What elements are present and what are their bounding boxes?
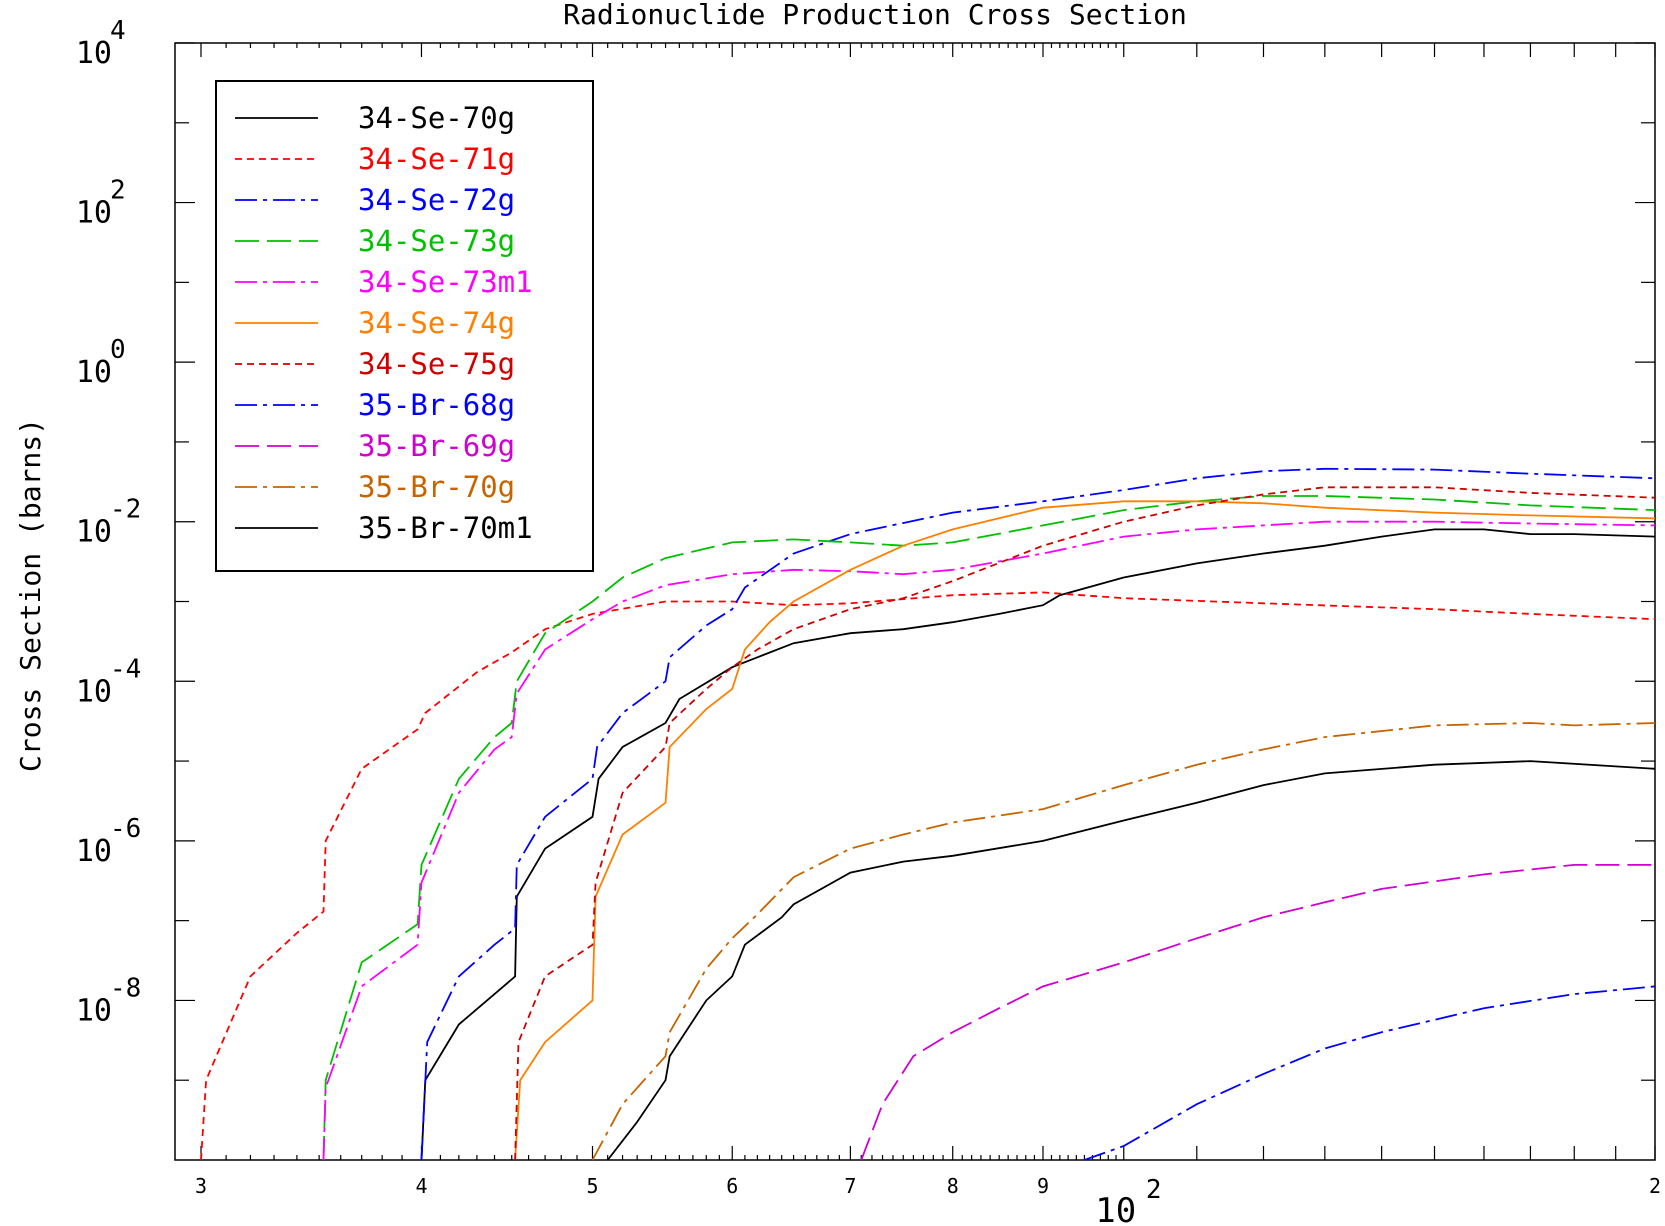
y-axis-label: Cross Section (barns): [14, 418, 47, 772]
legend-label: 34-Se-72g: [358, 183, 515, 217]
y-tick-label-exp: 0: [110, 335, 126, 365]
x-decade-label-exp: 2: [1146, 1175, 1162, 1205]
x-tick-label: 3: [195, 1174, 207, 1198]
x-decade-label-base: 10: [1095, 1191, 1136, 1226]
legend-label: 34-Se-70g: [358, 101, 515, 135]
legend-label: 35-Br-70g: [358, 470, 515, 504]
legend-label: 34-Se-73g: [358, 224, 515, 258]
y-tick-label-base: 10: [76, 834, 112, 869]
x-tick-label: 5: [586, 1174, 598, 1198]
x-tick-label: 7: [844, 1174, 856, 1198]
x-tick-label: 9: [1037, 1174, 1049, 1198]
x-ticks: [200, 43, 1656, 1160]
chart-title: Radionuclide Production Cross Section: [563, 0, 1187, 31]
series-line: [322, 495, 1656, 1161]
series-line: [606, 760, 1656, 1161]
series-line: [514, 500, 1656, 1161]
series-line: [1084, 985, 1656, 1161]
y-tick-label-exp: -8: [110, 973, 141, 1003]
x-tick-label: 2: [1649, 1174, 1661, 1198]
y-tick-label-base: 10: [76, 993, 112, 1028]
series-lines: [200, 467, 1656, 1161]
legend-label: 34-Se-71g: [358, 142, 515, 176]
y-tick-label-base: 10: [76, 515, 112, 550]
series-line: [420, 528, 1656, 1161]
y-ticks: [175, 42, 1655, 1081]
y-tick-label-base: 10: [76, 674, 112, 709]
series-line: [322, 520, 1656, 1161]
y-tick-label-base: 10: [76, 36, 112, 71]
series-line: [591, 722, 1656, 1161]
x-tick-label: 4: [415, 1174, 427, 1198]
legend-label: 34-Se-73m1: [358, 265, 533, 299]
legend-label: 34-Se-74g: [358, 306, 515, 340]
series-line: [860, 864, 1655, 1161]
y-tick-label-exp: 4: [110, 16, 126, 46]
x-tick-label: 6: [726, 1174, 738, 1198]
y-tick-label-exp: -6: [110, 814, 141, 844]
y-tick-label-exp: -4: [110, 654, 141, 684]
y-tick-label-exp: -2: [110, 495, 141, 525]
series-line: [420, 467, 1656, 1161]
legend-label: 35-Br-70m1: [358, 511, 533, 545]
legend-label: 35-Br-68g: [358, 388, 515, 422]
y-tick-label-exp: 2: [110, 176, 126, 206]
series-line: [200, 591, 1656, 1161]
legend-label: 35-Br-69g: [358, 429, 515, 463]
legend-box: [215, 80, 594, 572]
y-tick-label-base: 10: [76, 355, 112, 390]
x-tick-labels: 3 4 5 6 7 8 9 2 10 2: [195, 1174, 1661, 1226]
legend-label: 34-Se-75g: [358, 347, 515, 381]
x-tick-label: 8: [947, 1174, 959, 1198]
y-tick-label-base: 10: [76, 196, 112, 231]
series-line: [514, 486, 1656, 1161]
legend: 34-Se-70g 34-Se-71g 34-Se-72g 34-Se-73g 34-S…: [215, 80, 594, 572]
